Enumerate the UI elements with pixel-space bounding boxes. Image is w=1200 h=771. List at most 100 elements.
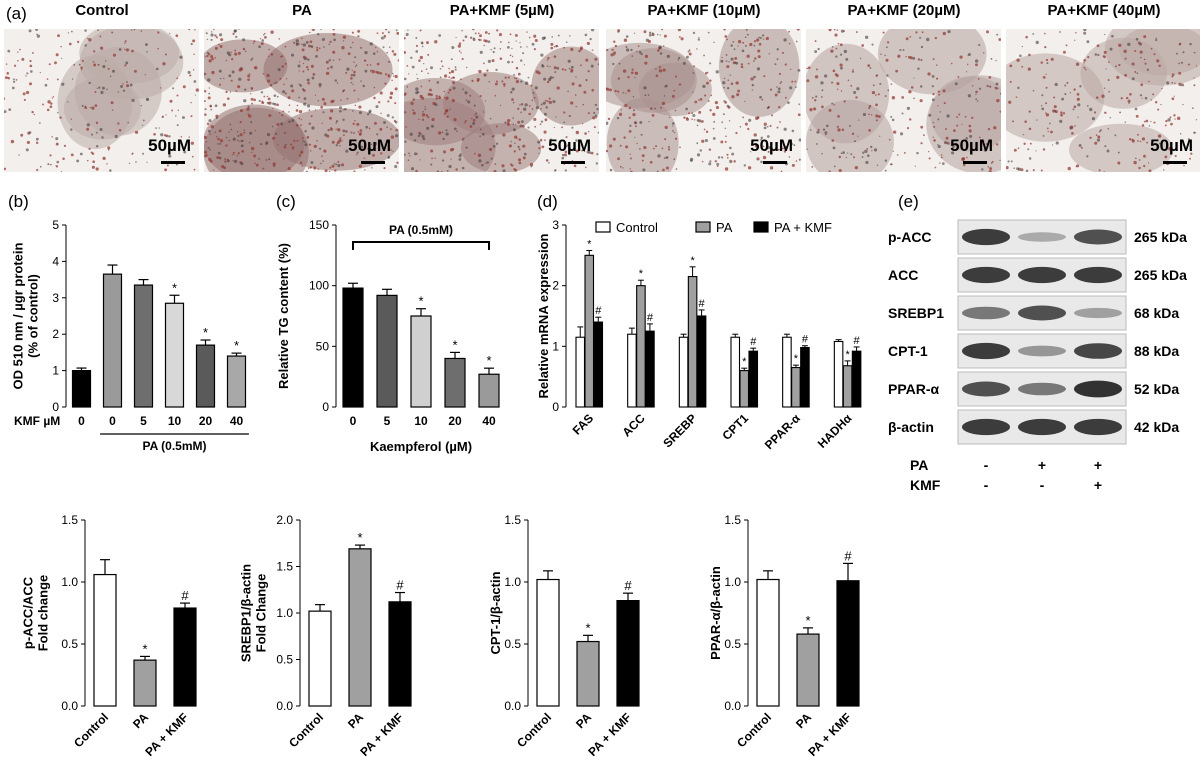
lipid-droplet — [388, 46, 391, 48]
lipid-droplet — [79, 152, 83, 156]
blot-protein-label: p-ACC — [888, 229, 932, 245]
lipid-droplet — [674, 75, 678, 78]
lipid-droplet — [1040, 105, 1043, 107]
lipid-droplet — [51, 136, 53, 138]
lipid-droplet — [88, 81, 91, 85]
lipid-droplet — [564, 68, 567, 71]
lipid-droplet — [434, 157, 436, 160]
lipid-droplet — [354, 65, 357, 68]
lipid-droplet — [690, 157, 694, 161]
y-axis-label-line: PPAR-α/β-actin — [708, 566, 723, 660]
lipid-droplet — [915, 31, 918, 34]
lipid-droplet — [1045, 58, 1049, 62]
lipid-droplet — [832, 69, 836, 73]
lipid-droplet — [776, 86, 778, 88]
lipid-droplet — [263, 95, 266, 98]
lipid-droplet — [724, 140, 727, 143]
chart-ppar-actin: 0.00.51.01.5PPAR-α/β-actinControl*PA#PA … — [708, 513, 860, 759]
lipid-droplet — [1148, 125, 1151, 127]
lipid-droplet — [745, 29, 748, 31]
lipid-droplet — [546, 65, 549, 67]
blot-kda-label: 42 kDa — [1134, 419, 1179, 435]
lipid-droplet — [57, 111, 59, 114]
lipid-droplet — [321, 38, 325, 42]
lipid-droplet — [1098, 169, 1101, 172]
lipid-droplet — [1062, 50, 1066, 54]
lipid-droplet — [210, 38, 213, 41]
lipid-droplet — [260, 42, 264, 45]
bar — [730, 336, 741, 408]
significance-mark: # — [396, 578, 404, 593]
lipid-droplet — [868, 113, 870, 116]
lipid-droplet — [515, 124, 517, 126]
lipid-droplet — [908, 90, 912, 94]
lipid-droplet — [1104, 33, 1106, 36]
lipid-droplet — [445, 108, 449, 113]
lipid-droplet — [613, 53, 616, 56]
lipid-droplet — [541, 145, 545, 149]
lipid-droplet — [209, 159, 213, 163]
lipid-droplet — [412, 98, 416, 101]
lipid-droplet — [839, 53, 843, 56]
significance-mark: # — [699, 298, 706, 310]
lipid-droplet — [756, 116, 760, 120]
y-tick-label: 50 — [316, 339, 330, 353]
lipid-droplet — [518, 158, 522, 162]
lipid-droplet — [421, 118, 425, 121]
lipid-droplet — [376, 62, 380, 66]
blot-kda-label: 68 kDa — [1134, 305, 1179, 321]
lipid-droplet — [1029, 142, 1032, 145]
lipid-droplet — [734, 56, 738, 60]
lipid-droplet — [726, 87, 730, 90]
lipid-droplet — [748, 118, 752, 122]
lipid-droplet — [60, 171, 63, 172]
lipid-droplet — [48, 63, 51, 66]
lipid-droplet — [662, 168, 665, 172]
lipid-droplet — [847, 152, 849, 154]
lipid-droplet — [165, 134, 169, 138]
lipid-droplet — [1041, 107, 1045, 111]
lipid-droplet — [1146, 68, 1149, 71]
lipid-droplet — [784, 145, 788, 149]
lipid-droplet — [207, 146, 210, 149]
lipid-droplet — [635, 125, 637, 128]
lipid-droplet — [1075, 62, 1080, 66]
lipid-droplet — [310, 115, 313, 118]
blot-band — [962, 418, 1010, 436]
lipid-droplet — [492, 144, 496, 148]
lipid-droplet — [206, 122, 210, 126]
lipid-droplet — [350, 74, 353, 77]
micrograph-image: 50µM — [204, 29, 399, 172]
lipid-droplet — [409, 155, 411, 157]
lipid-droplet — [91, 133, 93, 136]
cell-cluster — [79, 29, 184, 100]
lipid-droplet — [706, 81, 709, 85]
lipid-droplet — [539, 138, 543, 142]
bar — [195, 344, 216, 408]
lipid-droplet — [570, 68, 574, 72]
lipid-droplet — [430, 124, 434, 128]
lipid-droplet — [555, 44, 558, 48]
micrograph-texture — [404, 29, 599, 172]
lipid-droplet — [966, 63, 969, 66]
lipid-droplet — [956, 116, 958, 118]
lipid-droplet — [418, 118, 420, 121]
lipid-droplet — [215, 117, 218, 119]
lipid-droplet — [1086, 155, 1089, 158]
lipid-droplet — [230, 51, 232, 54]
lipid-droplet — [836, 82, 840, 86]
lipid-droplet — [339, 137, 342, 140]
lipid-droplet — [931, 74, 935, 78]
lipid-droplet — [260, 91, 264, 94]
lipid-droplet — [280, 55, 283, 58]
lipid-droplet — [270, 30, 274, 34]
significance-mark: # — [802, 334, 809, 346]
lipid-droplet — [422, 137, 426, 141]
lipid-droplet — [779, 82, 782, 84]
lipid-droplet — [661, 147, 664, 150]
lipid-droplet — [333, 38, 336, 42]
lipid-droplet — [831, 139, 835, 142]
lipid-droplet — [873, 148, 878, 152]
cell-cluster — [806, 43, 890, 144]
lipid-droplet — [405, 32, 409, 37]
